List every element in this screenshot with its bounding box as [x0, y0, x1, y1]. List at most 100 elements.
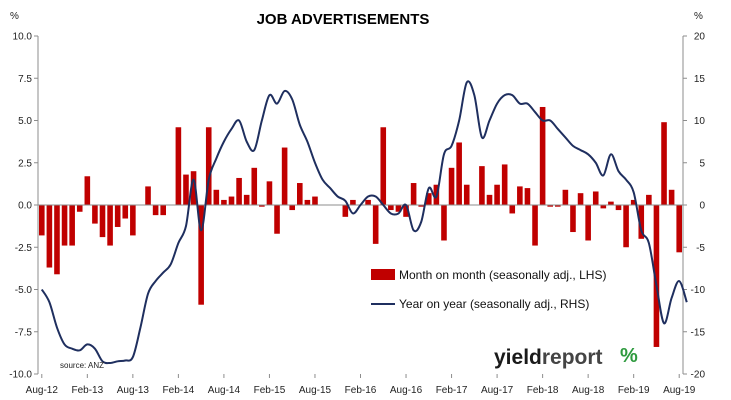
- bar-month-84: [676, 205, 682, 253]
- bar-month-53: [441, 205, 447, 241]
- logo-percent-symbol: %: [620, 345, 638, 367]
- year-on-year-line: [40, 80, 688, 365]
- bar-month-43: [365, 199, 371, 205]
- svg-text:yieldreport: yieldreport: [494, 346, 603, 369]
- x-tick-label: Feb-19: [618, 385, 650, 396]
- bar-month-41: [350, 199, 356, 205]
- left-axis-ticks: 10.0 7.5 5.0 2.5 0.0 -2.5 -5.0 -7.5 -10.0: [9, 32, 38, 381]
- legend-swatch-bar: [371, 269, 395, 280]
- bar-month-26: [236, 177, 242, 205]
- right-tick-label: -10: [691, 285, 706, 296]
- bar-month-18: [175, 127, 182, 205]
- right-axis-unit: %: [694, 11, 703, 22]
- legend: Month on month (seasonally adj., LHS) Ye…: [371, 268, 606, 311]
- bar-month-54: [448, 167, 455, 205]
- bar-month-60: [494, 184, 500, 205]
- bar-month-22: [205, 127, 212, 205]
- left-tick-label: -5.0: [15, 285, 33, 296]
- bar-month-78: [630, 199, 637, 205]
- bar-month-44: [372, 205, 379, 244]
- bar-month-56: [463, 184, 470, 205]
- right-tick-label: -15: [691, 327, 706, 338]
- right-tick-label: 0: [699, 201, 705, 212]
- x-tick-label: Aug-15: [299, 385, 332, 396]
- logo-word-yield: yield: [494, 346, 542, 369]
- bar-month-79: [638, 205, 645, 239]
- bar-month-63: [517, 186, 523, 205]
- bar-month-11: [122, 205, 129, 219]
- bar-month-77: [623, 205, 629, 248]
- bar-month-65: [532, 205, 538, 246]
- bar-month-4: [69, 205, 75, 246]
- bar-month-1: [46, 205, 53, 268]
- bar-month-7: [92, 205, 98, 224]
- bar-month-40: [342, 205, 349, 217]
- bar-month-82: [661, 122, 667, 205]
- bar-month-36: [312, 196, 318, 205]
- bar-month-2: [54, 205, 60, 275]
- bar-month-21: [198, 205, 204, 305]
- bar-month-8: [99, 205, 106, 238]
- bar-month-73: [592, 191, 599, 205]
- right-axis-ticks: 20 15 10 5 0 -5 -10 -15 -20: [683, 32, 705, 381]
- x-tick-label: Aug-17: [481, 385, 514, 396]
- x-tick-label: Feb-17: [436, 385, 468, 396]
- left-axis-unit: %: [10, 11, 19, 22]
- bar-month-32: [281, 147, 288, 205]
- bar-month-14: [145, 186, 151, 205]
- bar-month-46: [388, 205, 394, 211]
- bar-month-27: [243, 194, 250, 205]
- bar-month-6: [84, 176, 91, 205]
- yieldreport-logo: yieldreport %: [494, 345, 638, 369]
- bar-month-51: [426, 193, 432, 205]
- bar-month-24: [221, 199, 227, 205]
- left-tick-label: 5.0: [18, 116, 32, 127]
- bar-month-20: [190, 171, 197, 205]
- bar-month-75: [608, 201, 614, 205]
- bar-month-31: [274, 205, 280, 234]
- bar-month-59: [486, 194, 493, 205]
- bar-month-30: [266, 181, 273, 205]
- bar-month-0: [39, 205, 45, 236]
- bar-month-58: [479, 166, 485, 205]
- x-tick-label: Feb-13: [71, 385, 103, 396]
- bar-month-23: [213, 189, 220, 205]
- bar-month-67: [547, 205, 553, 207]
- x-tick-label: Feb-15: [254, 385, 286, 396]
- bar-month-50: [418, 205, 424, 207]
- left-tick-label: -2.5: [15, 243, 33, 254]
- x-axis-ticks: Aug-12 Feb-13 Aug-13 Feb-14 Aug-14 Feb-15 Aug-…: [26, 374, 696, 396]
- legend-label-year-on-year: Year on year (seasonally adj., RHS): [399, 297, 589, 311]
- x-tick-label: Feb-18: [527, 385, 559, 396]
- left-tick-label: 2.5: [18, 158, 32, 169]
- bar-month-55: [456, 142, 462, 205]
- bar-month-28: [251, 167, 258, 205]
- right-tick-label: 20: [694, 32, 706, 43]
- x-tick-label: Feb-14: [163, 385, 195, 396]
- left-tick-label: 10.0: [13, 32, 33, 43]
- logo-word-report: report: [542, 346, 603, 369]
- bar-month-29: [259, 205, 265, 207]
- bar-month-10: [114, 205, 121, 227]
- month-on-month-bars: [39, 106, 682, 347]
- x-tick-label: Aug-13: [117, 385, 150, 396]
- bar-month-62: [509, 205, 516, 214]
- bar-month-49: [410, 183, 417, 205]
- bar-month-3: [61, 205, 68, 246]
- left-tick-label: 0.0: [18, 201, 32, 212]
- bar-month-34: [297, 183, 303, 205]
- bar-month-71: [577, 193, 584, 205]
- bar-month-64: [524, 188, 531, 205]
- bar-month-80: [646, 194, 652, 205]
- bar-month-48: [403, 205, 409, 217]
- left-tick-label: -10.0: [9, 370, 32, 381]
- bar-month-47: [395, 205, 402, 212]
- bar-month-68: [555, 205, 561, 207]
- right-tick-label: 5: [699, 158, 705, 169]
- bar-month-9: [107, 205, 113, 246]
- x-tick-label: Aug-18: [572, 385, 605, 396]
- bar-month-81: [653, 205, 660, 347]
- right-tick-label: 10: [694, 116, 706, 127]
- x-tick-label: Aug-12: [26, 385, 59, 396]
